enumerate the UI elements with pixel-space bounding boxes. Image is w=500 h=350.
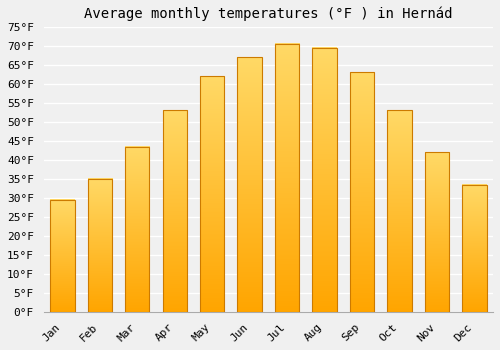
- Bar: [200, 76, 224, 312]
- Bar: [275, 44, 299, 312]
- Bar: [424, 152, 449, 312]
- Bar: [88, 179, 112, 312]
- Bar: [50, 200, 74, 312]
- Bar: [388, 111, 411, 312]
- Bar: [125, 147, 150, 312]
- Bar: [350, 72, 374, 312]
- Bar: [162, 111, 187, 312]
- Bar: [238, 57, 262, 312]
- Bar: [312, 48, 336, 312]
- Title: Average monthly temperatures (°F ) in Hernád: Average monthly temperatures (°F ) in He…: [84, 7, 452, 21]
- Bar: [462, 184, 486, 312]
